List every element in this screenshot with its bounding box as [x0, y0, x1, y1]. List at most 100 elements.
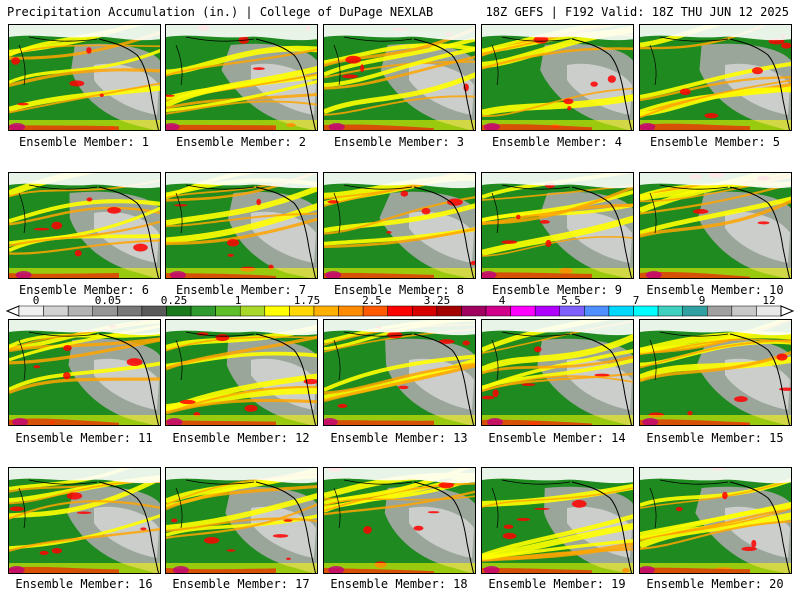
ensemble-member-map — [165, 172, 318, 279]
ensemble-member-map — [639, 172, 792, 279]
ensemble-member-label: Ensemble Member: 20 — [646, 577, 784, 591]
ensemble-member-label: Ensemble Member: 2 — [175, 135, 307, 149]
ensemble-member-map — [8, 172, 161, 279]
precip-map-graphic — [324, 173, 475, 278]
ensemble-member-label: Ensemble Member: 3 — [333, 135, 465, 149]
ensemble-member-map — [481, 319, 634, 426]
colorbar-swatch — [412, 305, 438, 317]
ensemble-member-map — [323, 467, 476, 574]
ensemble-member-label: Ensemble Member: 1 — [18, 135, 150, 149]
colorbar-swatch — [362, 305, 388, 317]
colorbar-swatch — [387, 305, 413, 317]
precip-map-graphic — [324, 320, 475, 425]
precipitation-colorbar: 0 0.05 0.25 1 1.75 2.5 3.25 4 5.5 7 9 12 — [5, 294, 795, 318]
ensemble-member-label: Ensemble Member: 14 — [488, 431, 626, 445]
precip-map-graphic — [166, 25, 317, 130]
colorbar-swatch — [190, 305, 216, 317]
precip-map-graphic — [482, 320, 633, 425]
colorbar-swatch — [92, 305, 118, 317]
precip-map-graphic — [166, 173, 317, 278]
precip-map-graphic — [640, 173, 791, 278]
colorbar-swatch — [756, 305, 782, 317]
map-title: Precipitation Accumulation (in.) | Colle… — [7, 5, 434, 19]
colorbar-swatch — [166, 305, 192, 317]
ensemble-member-label: Ensemble Member: 8 — [333, 283, 465, 297]
ensemble-member-map — [165, 467, 318, 574]
ensemble-member-map — [639, 467, 792, 574]
precip-map-graphic — [324, 468, 475, 573]
colorbar-swatch — [313, 305, 339, 317]
colorbar-tick-label: 7 — [632, 294, 640, 307]
precip-map-graphic — [640, 468, 791, 573]
colorbar-swatch — [461, 305, 487, 317]
colorbar-swatch — [633, 305, 659, 317]
colorbar-swatch — [67, 305, 93, 317]
ensemble-member-map — [8, 467, 161, 574]
colorbar-swatch — [534, 305, 561, 317]
precip-map-graphic — [9, 25, 160, 130]
ensemble-member-map — [165, 24, 318, 131]
precip-map-graphic — [482, 25, 633, 130]
colorbar-tick-label: 0.05 — [94, 294, 122, 307]
precip-map-graphic — [324, 25, 475, 130]
ensemble-member-map — [323, 24, 476, 131]
ensemble-member-map — [481, 467, 634, 574]
ensemble-member-label: Ensemble Member: 16 — [15, 577, 153, 591]
ensemble-member-map — [165, 319, 318, 426]
colorbar-swatch — [682, 305, 708, 317]
ensemble-member-map — [481, 24, 634, 131]
colorbar-tick-label: 12 — [762, 294, 776, 307]
precip-map-graphic — [9, 320, 160, 425]
precip-map-graphic — [640, 320, 791, 425]
ensemble-member-label: Ensemble Member: 11 — [15, 431, 153, 445]
precip-map-graphic — [640, 25, 791, 130]
ensemble-member-map — [323, 172, 476, 279]
precip-map-graphic — [482, 173, 633, 278]
colorbar-tick-label: 1 — [234, 294, 242, 307]
ensemble-member-label: Ensemble Member: 19 — [488, 577, 626, 591]
ensemble-member-map — [323, 319, 476, 426]
precip-map-graphic — [482, 468, 633, 573]
colorbar-swatch — [239, 305, 266, 317]
colorbar-swatch — [43, 305, 69, 317]
colorbar-tick-label: 5.5 — [561, 294, 581, 307]
colorbar-tick-label: 2.5 — [362, 294, 382, 307]
colorbar-swatch — [707, 305, 733, 317]
ensemble-member-label: Ensemble Member: 10 — [646, 283, 784, 297]
colorbar-tick-label: 0.25 — [160, 294, 188, 307]
ensemble-member-map — [639, 24, 792, 131]
colorbar-tick-label: 0 — [32, 294, 40, 307]
colorbar-scale — [5, 305, 795, 317]
ensemble-member-label: Ensemble Member: 17 — [172, 577, 310, 591]
colorbar-swatch — [338, 305, 364, 317]
colorbar-swatch — [584, 305, 610, 317]
ensemble-member-label: Ensemble Member: 15 — [646, 431, 784, 445]
run-valid-time: 18Z GEFS | F192 Valid: 18Z THU JUN 12 20… — [485, 5, 789, 19]
colorbar-max-arrow — [780, 305, 795, 317]
colorbar-swatch — [657, 305, 683, 317]
ensemble-member-map — [639, 319, 792, 426]
ensemble-member-label: Ensemble Member: 7 — [175, 283, 307, 297]
ensemble-member-label: Ensemble Member: 9 — [491, 283, 623, 297]
precip-map-graphic — [166, 468, 317, 573]
colorbar-swatch — [436, 305, 462, 317]
colorbar-swatch — [731, 305, 757, 317]
ensemble-member-map — [8, 24, 161, 131]
colorbar-swatch — [141, 305, 167, 317]
colorbar-tick-label: 4 — [498, 294, 506, 307]
colorbar-swatch — [18, 305, 44, 317]
colorbar-min-arrow — [5, 305, 20, 317]
colorbar-swatch — [608, 305, 634, 317]
ensemble-member-label: Ensemble Member: 6 — [18, 283, 150, 297]
ensemble-member-label: Ensemble Member: 18 — [330, 577, 468, 591]
colorbar-swatch — [559, 305, 585, 317]
ensemble-member-map — [8, 319, 161, 426]
ensemble-member-label: Ensemble Member: 13 — [330, 431, 468, 445]
colorbar-swatch — [485, 305, 511, 317]
colorbar-tick-label: 3.25 — [423, 294, 451, 307]
ensemble-member-label: Ensemble Member: 12 — [172, 431, 310, 445]
ensemble-member-map — [481, 172, 634, 279]
colorbar-swatch — [264, 305, 290, 317]
colorbar-swatch — [289, 305, 315, 317]
ensemble-member-label: Ensemble Member: 4 — [491, 135, 623, 149]
